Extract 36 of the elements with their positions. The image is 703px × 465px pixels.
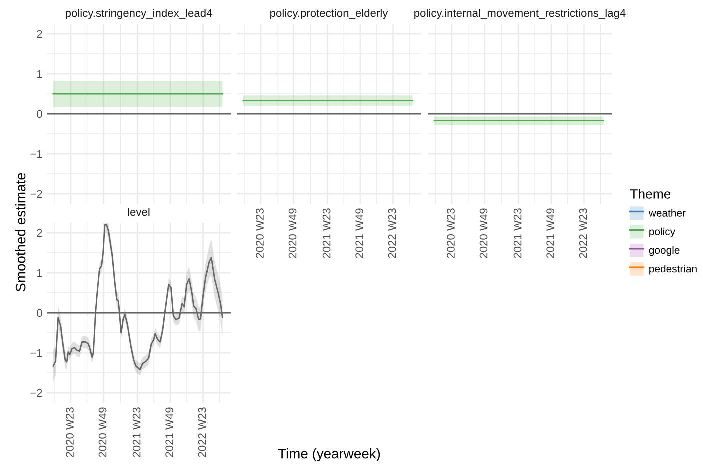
x-tick-label: 2020 W23 bbox=[256, 208, 264, 258]
y-tick-label: 1 bbox=[38, 70, 42, 78]
y-tick-label: −2 bbox=[30, 389, 42, 398]
x-tick-label: 2020 W23 bbox=[66, 408, 74, 458]
x-tick-label: 2021 W23 bbox=[132, 408, 141, 458]
x-tick-label: 2021 W49 bbox=[356, 208, 364, 258]
x-tick-label: 2021 W23 bbox=[514, 208, 522, 258]
y-tick-label: 0 bbox=[37, 110, 42, 118]
x-tick-label: 2020 W49 bbox=[98, 408, 107, 458]
y-axis-title: Smoothed estimate bbox=[16, 173, 26, 292]
x-tick-label: 2020 W23 bbox=[447, 208, 455, 258]
legend-label: pedestrian bbox=[650, 265, 697, 275]
legend-title: Theme bbox=[630, 189, 671, 199]
legend-label: policy bbox=[650, 228, 676, 238]
legend-label: weather bbox=[648, 209, 686, 217]
x-tick-label: 2022 W23 bbox=[388, 208, 396, 258]
x-tick-label: 2021 W49 bbox=[546, 208, 554, 258]
x-tick-label: 2021 W23 bbox=[322, 208, 331, 258]
x-tick-label: 2021 W49 bbox=[166, 408, 174, 458]
chart-title: policy.stringency_index_lead4 bbox=[66, 9, 212, 20]
y-tick-label: 2 bbox=[37, 30, 42, 38]
y-tick-label: 1 bbox=[38, 269, 42, 278]
y-tick-label: 0 bbox=[37, 309, 42, 318]
x-tick-label: 2022 W23 bbox=[198, 408, 206, 458]
x-axis-title: Time (yearweek) bbox=[278, 448, 380, 462]
y-tick-label: −1 bbox=[30, 349, 42, 358]
y-tick-label: 2 bbox=[37, 229, 42, 238]
legend-label: google bbox=[649, 246, 680, 256]
x-tick-label: 2020 W49 bbox=[480, 208, 488, 258]
chart-title: policy.internal_movement_restrictions_lag4 bbox=[414, 9, 626, 20]
chart-title: policy.protection_elderly bbox=[270, 9, 388, 20]
chart-title: level bbox=[128, 208, 150, 216]
x-tick-label: 2020 W49 bbox=[288, 208, 297, 258]
y-tick-label: −1 bbox=[30, 150, 42, 158]
y-tick-label: −2 bbox=[30, 190, 42, 198]
x-tick-label: 2022 W23 bbox=[579, 208, 588, 258]
